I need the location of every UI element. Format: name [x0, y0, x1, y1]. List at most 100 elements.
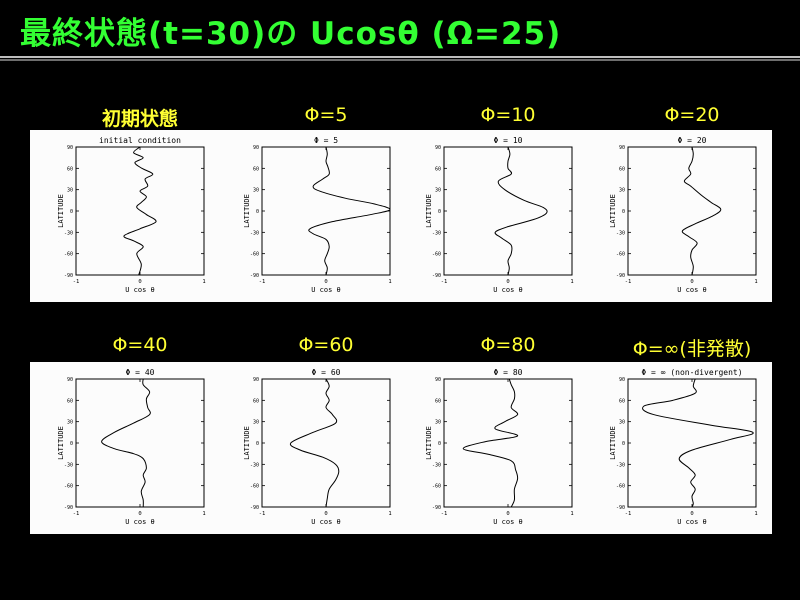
y-tick-label: 0: [438, 209, 441, 215]
y-tick-label: 90: [435, 145, 441, 151]
series-line: [101, 378, 151, 508]
panel-label-6: Φ=60: [298, 334, 354, 356]
panel-label-4: Φ=20: [664, 104, 720, 126]
panel-label-3: Φ=10: [480, 104, 536, 126]
y-axis-label: LATITUDE: [425, 426, 433, 460]
x-tick-label: -1: [73, 511, 80, 517]
plot-title: Φ = 10: [494, 136, 523, 145]
y-axis-label: LATITUDE: [425, 194, 433, 228]
x-axis-label: U cos θ: [677, 518, 707, 526]
series-line: [308, 146, 391, 276]
y-tick-label: 90: [67, 377, 73, 383]
y-tick-label: 0: [622, 209, 625, 215]
y-tick-label: -90: [616, 273, 625, 279]
y-tick-label: 30: [253, 420, 259, 426]
y-tick-label: -60: [64, 252, 73, 258]
y-tick-label: -60: [616, 484, 625, 490]
y-tick-label: 90: [253, 377, 259, 383]
series-line: [494, 146, 548, 276]
y-tick-label: 60: [619, 166, 625, 172]
x-axis-label: U cos θ: [493, 518, 523, 526]
plot-title: initial condition: [99, 136, 181, 145]
y-tick-label: 90: [67, 145, 73, 151]
plot-1: initial condition -90 -60 -30 0 30 60 90 -1 0 1 U c…: [57, 136, 206, 294]
x-tick-label: 0: [324, 511, 327, 517]
x-tick-label: -1: [625, 511, 632, 517]
plot-title: Φ = 60: [312, 368, 341, 377]
panel-label-8: Φ=∞(非発散): [632, 338, 752, 360]
x-tick-label: 1: [388, 511, 391, 517]
y-tick-label: -90: [432, 505, 441, 511]
y-tick-label: -90: [250, 505, 259, 511]
y-tick-label: 60: [619, 398, 625, 404]
y-tick-label: -30: [64, 230, 73, 236]
plot-title: Φ = 20: [678, 136, 707, 145]
slide-title: 最終状態(t=30)の Ucosθ (Ω=25): [20, 16, 562, 52]
plot-title: Φ = 80: [494, 368, 523, 377]
plot-frame: [261, 378, 391, 508]
plot-7: Φ = 80 -90 -60 -30 0 30 60 90 -1 0 1 U cos θ LATITUD…: [425, 368, 574, 526]
x-tick-label: 0: [138, 511, 141, 517]
y-tick-label: -60: [432, 484, 441, 490]
x-tick-label: 0: [138, 279, 141, 285]
y-axis-label: LATITUDE: [243, 426, 251, 460]
y-tick-label: 60: [253, 166, 259, 172]
plot-3: Φ = 10 -90 -60 -30 0 30 60 90 -1 0 1 U cos θ LATITUD…: [425, 136, 574, 294]
y-tick-label: -90: [250, 273, 259, 279]
y-tick-label: -60: [64, 484, 73, 490]
plot-5: Φ = 40 -90 -60 -30 0 30 60 90 -1 0 1 U cos θ LATITUD…: [57, 368, 206, 526]
x-tick-label: 1: [754, 279, 757, 285]
y-tick-label: -30: [250, 230, 259, 236]
series-line: [642, 378, 754, 508]
y-tick-label: 0: [622, 441, 625, 447]
series-line: [123, 146, 157, 276]
x-tick-label: -1: [73, 279, 80, 285]
y-tick-label: -30: [64, 462, 73, 468]
y-tick-label: 30: [67, 188, 73, 194]
panel-label-1: 初期状態: [101, 108, 179, 130]
y-tick-label: 60: [253, 398, 259, 404]
y-tick-label: 60: [67, 398, 73, 404]
y-tick-label: -90: [616, 505, 625, 511]
x-tick-label: 0: [506, 511, 509, 517]
plot-frame: [75, 378, 205, 508]
y-tick-label: 30: [67, 420, 73, 426]
y-tick-label: 90: [435, 377, 441, 383]
x-tick-label: 1: [388, 279, 391, 285]
series-line: [462, 378, 519, 508]
plot-title: Φ = ∞ (non-divergent): [641, 368, 742, 377]
series-line: [289, 378, 340, 508]
x-axis-label: U cos θ: [125, 286, 155, 294]
y-tick-label: -30: [432, 230, 441, 236]
x-axis-label: U cos θ: [493, 286, 523, 294]
y-tick-label: 30: [619, 420, 625, 426]
y-tick-label: 90: [619, 377, 625, 383]
y-axis-label: LATITUDE: [57, 426, 65, 460]
y-tick-label: 0: [438, 441, 441, 447]
plot-frame: [75, 146, 205, 276]
y-axis-label: LATITUDE: [609, 194, 617, 228]
x-tick-label: -1: [441, 511, 448, 517]
x-tick-label: 1: [570, 279, 573, 285]
series-line: [681, 146, 722, 276]
y-tick-label: -60: [432, 252, 441, 258]
y-tick-label: 30: [619, 188, 625, 194]
x-axis-label: U cos θ: [311, 286, 341, 294]
x-tick-label: 1: [754, 511, 757, 517]
y-tick-label: -30: [616, 462, 625, 468]
plot-2: Φ = 5 -90 -60 -30 0 30 60 90 -1 0 1 U cos θ LATITUDE: [243, 136, 392, 294]
y-tick-label: -30: [250, 462, 259, 468]
x-tick-label: 1: [570, 511, 573, 517]
y-tick-label: 90: [619, 145, 625, 151]
x-axis-label: U cos θ: [125, 518, 155, 526]
y-tick-label: -60: [616, 252, 625, 258]
y-tick-label: 0: [70, 209, 73, 215]
y-axis-label: LATITUDE: [243, 194, 251, 228]
plot-strip-top: [30, 130, 772, 302]
y-tick-label: 30: [435, 188, 441, 194]
y-tick-label: -90: [64, 505, 73, 511]
plot-title: Φ = 40: [126, 368, 155, 377]
y-tick-label: 60: [435, 166, 441, 172]
title-divider: [0, 56, 800, 62]
y-tick-label: 90: [253, 145, 259, 151]
